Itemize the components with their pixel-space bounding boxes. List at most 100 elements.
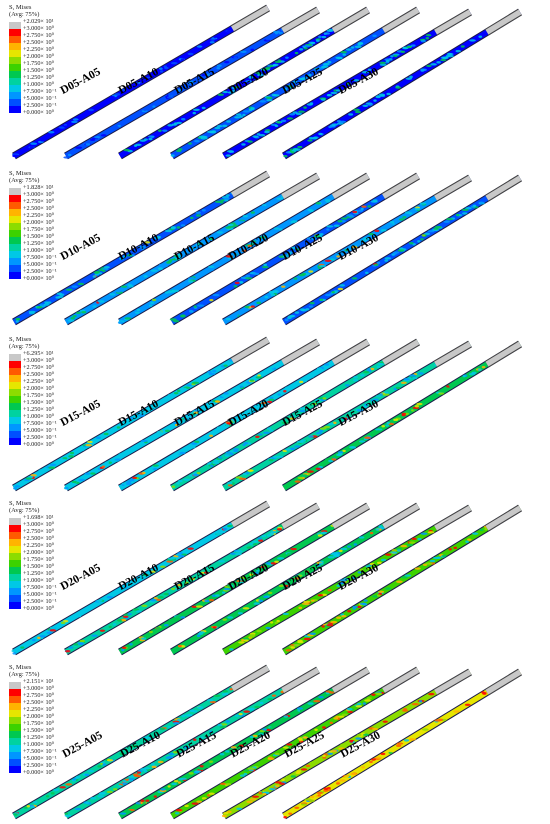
legend-swatch xyxy=(9,208,21,216)
bar-d10-a10 xyxy=(64,172,320,326)
legend-row: +1.250× 10⁰ xyxy=(9,734,57,745)
legend-value: +1.000× 10⁰ xyxy=(23,577,55,584)
legend-d25: S, Mises (Avg: 75%) +2.151× 10¹ +3.000× 10⁰… xyxy=(9,664,57,776)
legend-swatch xyxy=(9,77,21,85)
bar-label-d20-a05: D20-A05 xyxy=(59,562,103,593)
bar-d15-a25 xyxy=(222,340,472,492)
bar-d05-a15 xyxy=(118,6,370,160)
legend-row: +1.250× 10⁰ xyxy=(9,406,57,417)
bar-label-d25-a10: D25-A10 xyxy=(118,729,162,760)
legend-row: +2.000× 10⁰ xyxy=(9,219,57,230)
legend-swatch xyxy=(9,395,21,403)
bar-label-d05-a05: D05-A05 xyxy=(59,66,103,97)
legend-row: +7.500× 10⁻¹ xyxy=(9,584,57,595)
legend-value: +2.500× 10⁻¹ xyxy=(23,434,57,441)
legend-swatch xyxy=(9,744,21,752)
legend-row: +2.750× 10⁰ xyxy=(9,528,57,539)
bar-label-d05-a25: D05-A25 xyxy=(281,66,325,97)
legend-value: +1.000× 10⁰ xyxy=(23,741,55,748)
bar-d15-a30 xyxy=(282,340,522,492)
bar-d10-a30 xyxy=(282,174,522,326)
legend-value: +2.500× 10⁰ xyxy=(23,535,55,542)
legend-value: +7.500× 10⁻¹ xyxy=(23,584,57,591)
bar-d25-a15 xyxy=(118,666,370,820)
legend-value: +1.000× 10⁰ xyxy=(23,81,55,88)
bar-label-d20-a25: D20-A25 xyxy=(281,562,325,593)
bar-label-d05-a20: D05-A20 xyxy=(227,66,271,97)
legend-value: +2.500× 10⁰ xyxy=(23,205,55,212)
legend-swatch xyxy=(9,35,21,43)
bar-label-d25-a05: D25-A05 xyxy=(60,729,104,760)
bar-label-d10-a30: D10-A30 xyxy=(337,232,381,263)
bar-label-d15-a20: D15-A20 xyxy=(227,398,271,429)
legend-row: +2.500× 10⁰ xyxy=(9,39,57,50)
legend-value: +2.250× 10⁰ xyxy=(23,46,55,53)
legend-value: +1.750× 10⁰ xyxy=(23,226,55,233)
legend-row: +1.500× 10⁰ xyxy=(9,399,57,410)
bar-label-d10-a25: D10-A25 xyxy=(281,232,325,263)
bar-d25-a25 xyxy=(221,668,472,820)
legend-value: +2.500× 10⁰ xyxy=(23,39,55,46)
legend-value: +0.000× 10⁰ xyxy=(23,109,55,116)
legend-swatch xyxy=(9,709,21,717)
legend-row: +1.750× 10⁰ xyxy=(9,60,57,71)
legend-swatch xyxy=(9,716,21,724)
legend-swatch xyxy=(9,601,21,609)
legend-swatch xyxy=(9,63,21,71)
legend-value: +3.000× 10⁰ xyxy=(23,191,55,198)
legend-row: +5.000× 10⁻¹ xyxy=(9,261,57,272)
legend-value: +2.250× 10⁰ xyxy=(23,378,55,385)
bar-label-d10-a20: D10-A20 xyxy=(227,232,271,263)
bar-label-d10-a15: D10-A15 xyxy=(173,232,217,263)
legend-swatch xyxy=(9,56,21,64)
legend-swatch xyxy=(9,730,21,738)
legend-row: +1.750× 10⁰ xyxy=(9,720,57,731)
legend-swatch xyxy=(9,353,21,361)
bar-label-d20-a20: D20-A20 xyxy=(227,562,271,593)
legend-row: +3.000× 10⁰ xyxy=(9,521,57,532)
legend-row: +2.500× 10⁰ xyxy=(9,699,57,710)
legend-value: +1.500× 10⁰ xyxy=(23,399,55,406)
legend-row: +1.250× 10⁰ xyxy=(9,240,57,251)
bar-d20-a20 xyxy=(170,502,420,656)
bar-label-d15-a10: D15-A10 xyxy=(117,398,161,429)
legend-value: +2.000× 10⁰ xyxy=(23,549,55,556)
legend-subtitle: (Avg: 75%) xyxy=(9,671,40,678)
legend-swatch xyxy=(9,737,21,745)
bar-label-d05-a30: D05-A30 xyxy=(337,66,381,97)
legend-d20: S, Mises (Avg: 75%) +1.698× 10¹ +3.000× 10⁰… xyxy=(9,500,57,612)
legend-row: +2.500× 10⁻¹ xyxy=(9,762,57,773)
legend-swatch xyxy=(9,374,21,382)
panel-d05: D05-A05 D05-A10 D05-A15 D05-A20 D05-A25 D05-A… xyxy=(0,0,550,164)
legend-row: +0.000× 10⁰ xyxy=(9,109,57,116)
legend-value: +2.250× 10⁰ xyxy=(23,212,55,219)
legend-swatch xyxy=(9,594,21,602)
legend-row: +1.000× 10⁰ xyxy=(9,247,57,258)
bars-d05: D05-A05 D05-A10 D05-A15 D05-A20 D05-A25 D05-A… xyxy=(11,4,522,160)
legend-swatch xyxy=(9,545,21,553)
legend-d15: S, Mises (Avg: 75%) +6.295× 10¹ +3.000× 10⁰… xyxy=(9,336,57,448)
legend-value: +2.500× 10⁻¹ xyxy=(23,102,57,109)
legend-value: +3.000× 10⁰ xyxy=(23,357,55,364)
legend-row: +2.250× 10⁰ xyxy=(9,378,57,389)
legend-swatch xyxy=(9,264,21,272)
legend-swatch xyxy=(9,524,21,532)
legend-swatch xyxy=(9,271,21,279)
legend-value: +7.500× 10⁻¹ xyxy=(23,254,57,261)
legend-value: +2.500× 10⁻¹ xyxy=(23,268,57,275)
legend-row: +0.000× 10⁰ xyxy=(9,769,57,776)
bar-label-d15-a05: D15-A05 xyxy=(59,398,103,429)
legend-value: +7.500× 10⁻¹ xyxy=(23,420,57,427)
legend-row: +7.500× 10⁻¹ xyxy=(9,88,57,99)
legend-value: +0.000× 10⁰ xyxy=(23,441,55,448)
legend-title: S, Mises xyxy=(9,170,32,177)
legend-row: +1.000× 10⁰ xyxy=(9,81,57,92)
legend-title: S, Mises xyxy=(9,664,32,671)
legend-swatch xyxy=(9,423,21,431)
legend-value: +1.250× 10⁰ xyxy=(23,734,55,741)
legend-value: +2.500× 10⁻¹ xyxy=(23,762,57,769)
legend-value: +0.000× 10⁰ xyxy=(23,605,55,612)
legend-row: +5.000× 10⁻¹ xyxy=(9,591,57,602)
legend-row: +6.295× 10¹ xyxy=(9,350,57,361)
legend-swatch xyxy=(9,402,21,410)
